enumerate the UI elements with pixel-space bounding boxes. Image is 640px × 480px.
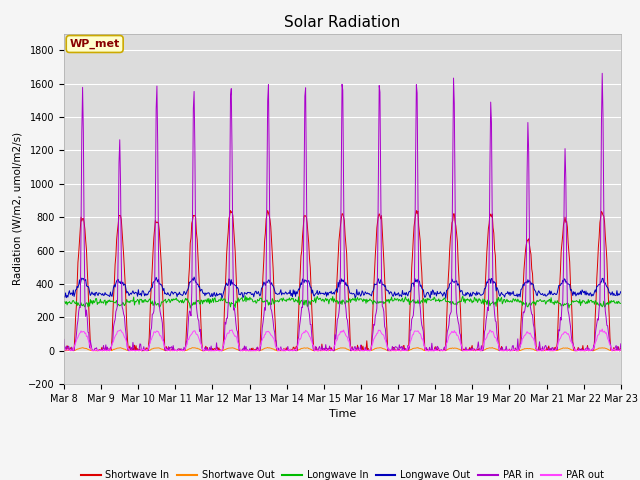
Line: PAR in: PAR in: [64, 73, 621, 350]
PAR out: [428, 348, 435, 353]
Line: Longwave In: Longwave In: [64, 296, 621, 308]
Longwave Out: [617, 288, 625, 294]
Shortwave Out: [60, 348, 68, 353]
Shortwave Out: [184, 347, 192, 352]
Shortwave Out: [411, 345, 419, 351]
Longwave In: [70, 299, 78, 305]
Shortwave In: [428, 348, 435, 353]
Shortwave In: [214, 345, 221, 350]
Shortwave Out: [617, 348, 625, 353]
Shortwave In: [70, 347, 78, 353]
Longwave Out: [190, 274, 198, 280]
Longwave In: [60, 299, 68, 305]
PAR in: [428, 348, 435, 353]
PAR out: [67, 348, 75, 353]
Line: Longwave Out: Longwave Out: [64, 277, 621, 298]
Shortwave Out: [214, 348, 221, 353]
Longwave In: [617, 300, 625, 306]
Line: Shortwave Out: Shortwave Out: [64, 348, 621, 350]
PAR out: [128, 348, 136, 353]
PAR in: [61, 348, 68, 353]
PAR out: [617, 347, 625, 352]
Longwave Out: [428, 288, 435, 294]
Longwave Out: [214, 292, 222, 298]
Longwave Out: [60, 294, 68, 300]
Line: PAR out: PAR out: [64, 329, 621, 350]
Shortwave In: [184, 294, 192, 300]
PAR out: [598, 326, 606, 332]
Longwave Out: [184, 287, 192, 292]
X-axis label: Time: Time: [329, 409, 356, 419]
Shortwave In: [127, 346, 135, 351]
Shortwave In: [60, 348, 68, 353]
Longwave Out: [70, 294, 78, 300]
Longwave In: [127, 298, 135, 304]
PAR in: [60, 336, 68, 342]
Longwave In: [186, 305, 194, 311]
PAR in: [598, 71, 606, 76]
Shortwave In: [411, 218, 419, 224]
PAR out: [411, 328, 419, 334]
Longwave Out: [442, 295, 450, 301]
PAR in: [128, 348, 136, 353]
Shortwave Out: [70, 348, 78, 353]
Shortwave Out: [127, 348, 135, 353]
Shortwave Out: [428, 348, 435, 353]
Y-axis label: Radiation (W/m2, umol/m2/s): Radiation (W/m2, umol/m2/s): [12, 132, 22, 286]
PAR out: [60, 347, 68, 352]
Shortwave Out: [264, 345, 271, 350]
PAR out: [214, 348, 222, 353]
Line: Shortwave In: Shortwave In: [64, 210, 621, 350]
Longwave In: [241, 293, 249, 299]
PAR out: [71, 342, 79, 348]
Longwave In: [428, 297, 436, 302]
PAR in: [185, 313, 193, 319]
Longwave In: [412, 300, 419, 306]
Longwave In: [184, 298, 192, 303]
Shortwave In: [617, 346, 625, 351]
Longwave In: [214, 299, 222, 304]
Longwave Out: [127, 291, 135, 297]
Shortwave In: [227, 207, 234, 213]
Longwave Out: [411, 276, 419, 281]
Text: WP_met: WP_met: [70, 39, 120, 49]
PAR in: [617, 341, 625, 347]
Title: Solar Radiation: Solar Radiation: [284, 15, 401, 30]
PAR out: [185, 336, 193, 342]
Legend: Shortwave In, Shortwave Out, Longwave In, Longwave Out, PAR in, PAR out: Shortwave In, Shortwave Out, Longwave In…: [77, 467, 607, 480]
PAR in: [411, 251, 419, 256]
PAR in: [214, 348, 222, 353]
PAR in: [71, 341, 79, 347]
